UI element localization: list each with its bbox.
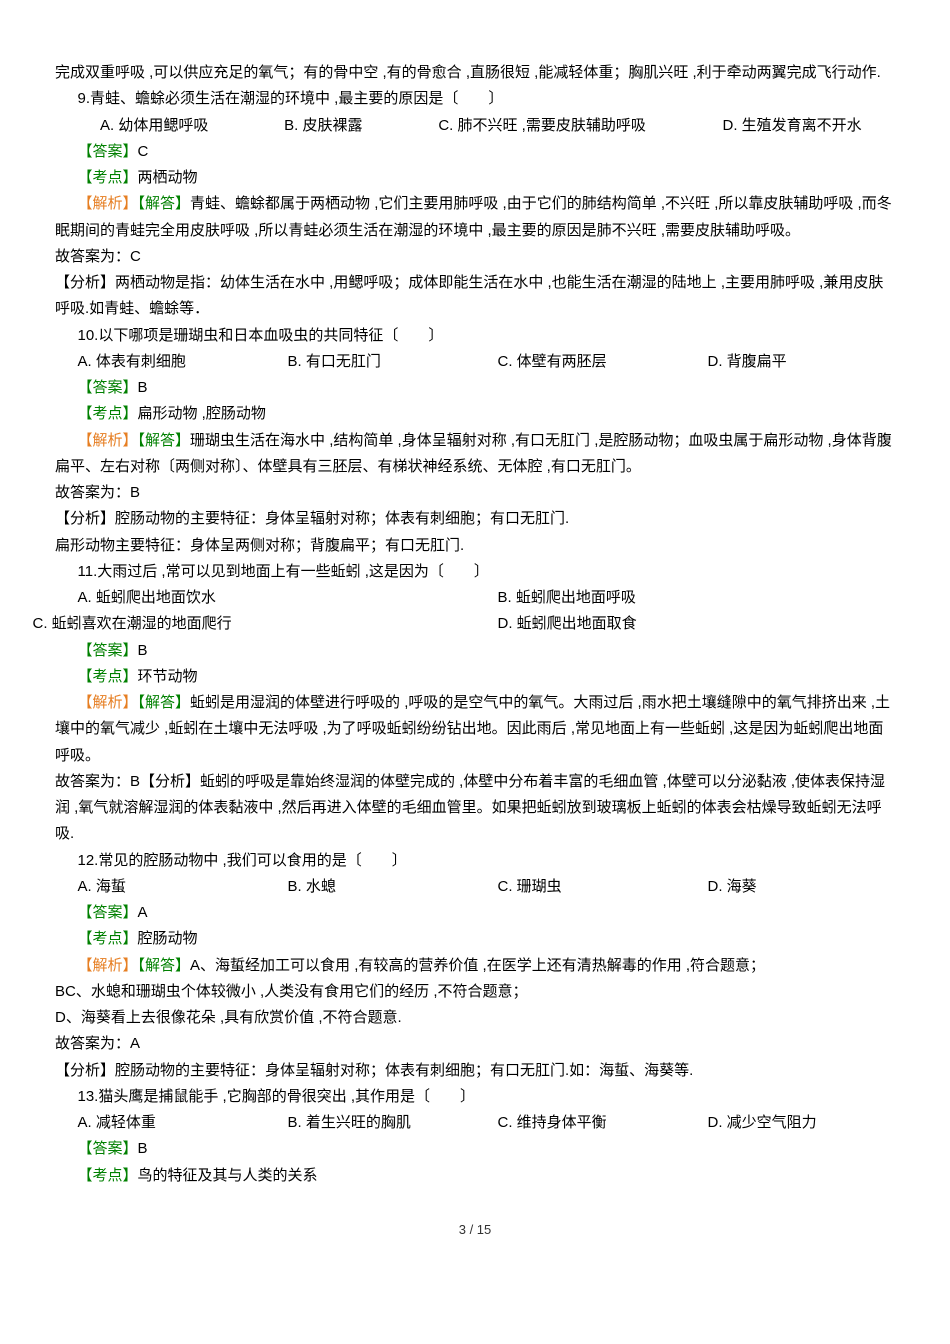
q13-optD: D. 减少空气阻力: [685, 1110, 895, 1136]
answer-label: 【答案】: [78, 904, 138, 921]
topic-label: 【考点】: [78, 1167, 138, 1184]
q12-conclusion: 故答案为：A: [55, 1031, 895, 1057]
q9-topic-row: 【考点】两栖动物: [55, 165, 895, 191]
page-footer: 3 / 15: [55, 1219, 895, 1242]
q9-optA: A. 幼体用鳃呼吸: [78, 113, 258, 139]
q9-optD: D. 生殖发育离不开水: [700, 113, 862, 139]
q10-answer-row: 【答案】B: [55, 375, 895, 401]
q10-stem: 10.以下哪项是珊瑚虫和日本血吸虫的共同特征〔 〕: [55, 323, 895, 349]
answer-label: 【答案】: [78, 379, 138, 396]
q13-answer: B: [138, 1140, 148, 1157]
q9-topic: 两栖动物: [138, 169, 198, 186]
q10-optB: B. 有口无肛门: [265, 349, 475, 375]
intro-text: 完成双重呼吸 ,可以供应充足的氧气；有的骨中空 ,有的骨愈合 ,直肠很短 ,能减…: [55, 60, 895, 86]
q10-analysis1: 【分析】腔肠动物的主要特征：身体呈辐射对称；体表有刺细胞；有口无肛门.: [55, 506, 895, 532]
q12-answer: A: [138, 904, 148, 921]
topic-label: 【考点】: [78, 668, 138, 685]
q11-topic: 环节动物: [138, 668, 198, 685]
q9-answer: C: [138, 143, 149, 160]
q10-optA: A. 体表有刺细胞: [55, 349, 265, 375]
q11-parse-row: 【解析】【解答】蚯蚓是用湿润的体壁进行呼吸的 ,呼吸的是空气中的氧气。大雨过后 …: [55, 690, 895, 769]
q13-topic-row: 【考点】鸟的特征及其与人类的关系: [55, 1163, 895, 1189]
answer-label: 【答案】: [78, 143, 138, 160]
topic-label: 【考点】: [78, 930, 138, 947]
q13-optB: B. 着生兴旺的胸肌: [265, 1110, 475, 1136]
q12-parse2: BC、水螅和珊瑚虫个体较微小 ,人类没有食用它们的经历 ,不符合题意；: [55, 979, 895, 1005]
q12-stem: 12.常见的腔肠动物中 ,我们可以食用的是〔 〕: [55, 848, 895, 874]
topic-label: 【考点】: [78, 405, 138, 422]
q13-options: A. 减轻体重 B. 着生兴旺的胸肌 C. 维持身体平衡 D. 减少空气阻力: [55, 1110, 895, 1136]
q12-options-row1: A. 海蜇 B. 水螅 C. 珊瑚虫 D. 海葵: [55, 874, 895, 900]
q10-analysis2: 扁形动物主要特征：身体呈两侧对称；背腹扁平；有口无肛门.: [55, 533, 895, 559]
q12-parse1: A、海蜇经加工可以食用 ,有较高的营养价值 ,在医学上还有清热解毒的作用 ,符合…: [190, 957, 765, 974]
q12-analysis: 【分析】腔肠动物的主要特征：身体呈辐射对称；体表有刺细胞；有口无肛门.如：海蜇、…: [55, 1058, 895, 1084]
q11-stem: 11.大雨过后 ,常可以见到地面上有一些蚯蚓 ,这是因为〔 〕: [55, 559, 895, 585]
q11-optB: B. 蚯蚓爬出地面呼吸: [475, 585, 895, 611]
topic-label: 【考点】: [78, 169, 138, 186]
q11-answer: B: [138, 642, 148, 659]
q9-analysis: 【分析】两栖动物是指：幼体生活在水中 ,用鳃呼吸；成体即能生活在水中 ,也能生活…: [55, 270, 895, 323]
q11-optA: A. 蚯蚓爬出地面饮水: [55, 585, 475, 611]
q12-topic-row: 【考点】腔肠动物: [55, 926, 895, 952]
q10-answer: B: [138, 379, 148, 396]
q9-conclusion: 故答案为：C: [55, 244, 895, 270]
q10-optD: D. 背腹扁平: [685, 349, 895, 375]
q9-optB: B. 皮肤裸露: [262, 113, 412, 139]
q11-conclusion-analysis: 故答案为：B【分析】蚯蚓的呼吸是靠始终湿润的体壁完成的 ,体壁中分布着丰富的毛细…: [55, 769, 895, 848]
q12-parse-row: 【解析】【解答】A、海蜇经加工可以食用 ,有较高的营养价值 ,在医学上还有清热解…: [55, 953, 895, 979]
q10-optC: C. 体壁有两胚层: [475, 349, 685, 375]
parse-label: 【解析】【解答】: [78, 957, 191, 974]
q9-stem: 9.青蛙、蟾蜍必须生活在潮湿的环境中 ,最主要的原因是〔 〕: [55, 86, 895, 112]
q12-optB: B. 水螅: [265, 874, 475, 900]
answer-label: 【答案】: [78, 1140, 138, 1157]
q12-parse3: D、海葵看上去很像花朵 ,具有欣赏价值 ,不符合题意.: [55, 1005, 895, 1031]
q9-options: A. 幼体用鳃呼吸 B. 皮肤裸露 C. 肺不兴旺 ,需要皮肤辅助呼吸 D. 生…: [55, 113, 895, 139]
q13-optC: C. 维持身体平衡: [475, 1110, 685, 1136]
q9-parse-row: 【解析】【解答】青蛙、蟾蜍都属于两栖动物 ,它们主要用肺呼吸 ,由于它们的肺结构…: [55, 191, 895, 244]
q12-topic: 腔肠动物: [138, 930, 198, 947]
parse-label: 【解析】【解答】: [78, 432, 191, 449]
q10-conclusion: 故答案为：B: [55, 480, 895, 506]
q12-optD: D. 海葵: [685, 874, 895, 900]
q10-topic-row: 【考点】扁形动物 ,腔肠动物: [55, 401, 895, 427]
q12-optC: C. 珊瑚虫: [475, 874, 685, 900]
q12-optA: A. 海蜇: [55, 874, 265, 900]
q9-answer-row: 【答案】C: [55, 139, 895, 165]
q13-stem: 13.猫头鹰是捕鼠能手 ,它胸部的骨很突出 ,其作用是〔 〕: [55, 1084, 895, 1110]
q11-answer-row: 【答案】B: [55, 638, 895, 664]
q9-optC: C. 肺不兴旺 ,需要皮肤辅助呼吸: [416, 113, 696, 139]
parse-label: 【解析】【解答】: [78, 195, 191, 212]
answer-label: 【答案】: [78, 642, 138, 659]
q10-topic: 扁形动物 ,腔肠动物: [138, 405, 266, 422]
q10-parse-row: 【解析】【解答】珊瑚虫生活在海水中 ,结构简单 ,身体呈辐射对称 ,有口无肛门 …: [55, 428, 895, 481]
parse-label: 【解析】【解答】: [78, 694, 191, 711]
q11-options: A. 蚯蚓爬出地面饮水 B. 蚯蚓爬出地面呼吸 C. 蚯蚓喜欢在潮湿的地面爬行 …: [55, 585, 895, 638]
q13-optA: A. 减轻体重: [55, 1110, 265, 1136]
q13-topic: 鸟的特征及其与人类的关系: [138, 1167, 318, 1184]
q11-optC: C. 蚯蚓喜欢在潮湿的地面爬行: [55, 611, 475, 637]
q10-options: A. 体表有刺细胞 B. 有口无肛门 C. 体壁有两胚层 D. 背腹扁平: [55, 349, 895, 375]
q11-optD: D. 蚯蚓爬出地面取食: [475, 611, 895, 637]
q13-answer-row: 【答案】B: [55, 1136, 895, 1162]
q11-topic-row: 【考点】环节动物: [55, 664, 895, 690]
q12-answer-row: 【答案】A: [55, 900, 895, 926]
